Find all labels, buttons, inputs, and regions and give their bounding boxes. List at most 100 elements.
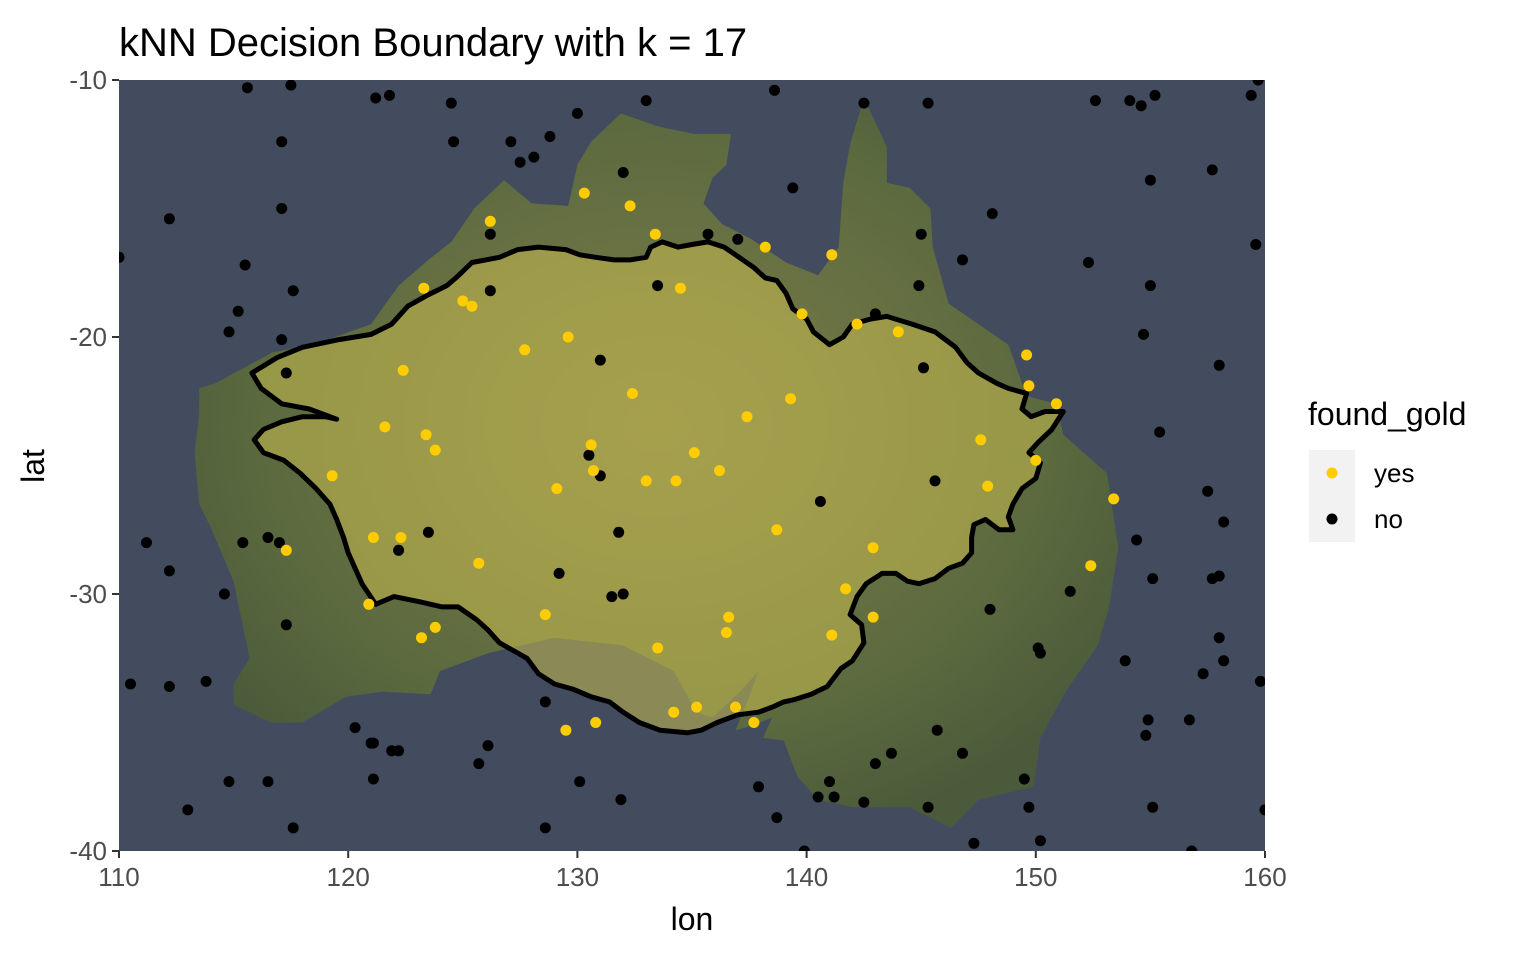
point-no [828,791,840,803]
point-no [370,92,382,104]
point-yes [691,701,703,713]
point-yes [326,470,338,482]
point-no [986,208,998,220]
point-no [1023,801,1035,813]
point-no [1147,801,1159,813]
point-no [125,678,136,690]
point-yes [280,544,292,556]
point-yes [867,611,879,623]
point-no [182,804,194,816]
point-yes [395,532,407,543]
point-no [1245,89,1257,101]
point-no [571,107,583,119]
x-axis-title: lon [671,901,714,937]
point-no [287,822,299,834]
point-yes [796,308,808,320]
point-no [1206,164,1218,176]
x-tick-label: 140 [785,862,828,892]
point-yes [466,300,478,312]
point-yes [429,444,441,456]
point-no [1135,100,1147,112]
point-no [1018,773,1030,785]
point-yes [975,434,987,446]
point-no [1034,835,1046,847]
point-no [539,696,551,708]
point-no [968,837,980,849]
point-yes [379,421,391,433]
point-yes [624,200,636,212]
x-tick-label: 120 [327,862,370,892]
point-no [239,259,251,271]
point-no [276,203,288,214]
y-tick-label: -10 [69,65,107,95]
point-yes [473,557,485,569]
point-yes [1108,493,1120,505]
point-yes [892,326,904,338]
point-no [1197,668,1209,680]
point-no [869,758,881,770]
point-yes [560,724,572,736]
point-no [617,167,629,178]
point-no [276,136,288,148]
point-yes [730,701,741,713]
point-no [769,84,780,96]
point-no [393,544,405,556]
point-yes [748,717,760,728]
point-yes [539,609,551,621]
point-no [753,781,764,793]
point-no [119,251,125,263]
point-yes [982,480,994,492]
x-tick-label: 130 [556,862,599,892]
point-no [1250,239,1262,250]
point-no [280,619,292,631]
point-no [1144,174,1156,186]
point-no [544,131,556,142]
point-no [448,136,460,148]
point-no [1252,80,1264,86]
point-no [445,97,457,109]
point-yes [585,439,597,451]
point-no [984,603,996,615]
point-no [218,588,230,600]
point-no [262,776,274,788]
point-no [223,776,235,788]
point-no [1064,585,1076,597]
point-no [1131,534,1143,546]
point-no [232,305,244,317]
x-axis: 110 120 130 140 150 160 [98,851,1287,892]
point-yes [840,583,852,595]
point-no [241,82,253,94]
point-yes [551,483,563,495]
point-no [957,747,968,759]
point-no [812,791,824,803]
point-no [1183,714,1195,726]
point-yes [1030,454,1042,466]
y-tick-label: -40 [69,836,107,866]
point-no [814,496,826,507]
point-no [1147,573,1159,585]
point-yes [867,542,879,554]
point-no [505,136,517,148]
x-tick-label: 110 [98,862,139,892]
point-yes [484,215,496,227]
point-no [615,794,627,806]
point-yes [416,632,427,644]
point-yes [397,364,409,376]
point-no [1140,729,1152,741]
point-yes [1023,380,1035,392]
point-no [473,758,485,770]
plot-panel [119,80,1265,851]
point-yes [668,706,680,718]
point-no [1218,655,1230,667]
point-yes [578,187,590,199]
point-no [528,151,540,163]
point-no [273,537,285,549]
point-no [1124,95,1136,107]
point-no [223,326,235,338]
point-yes [675,282,686,294]
point-no [1149,89,1161,101]
point-no [915,228,927,240]
point-yes [420,429,432,441]
point-no [771,812,783,824]
point-yes [1021,349,1033,361]
